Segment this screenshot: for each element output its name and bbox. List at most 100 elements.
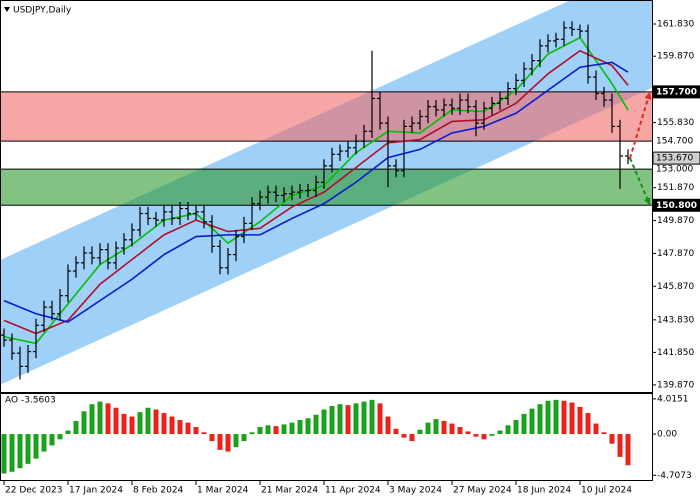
ao-bar <box>169 416 175 435</box>
ao-bar <box>385 416 391 435</box>
level-label: 153.670 <box>656 154 693 164</box>
arrow-head <box>644 91 652 100</box>
ao-bar <box>337 404 343 435</box>
x-tick-label: 11 Apr 2024 <box>325 486 381 496</box>
price-panel <box>0 0 652 385</box>
ao-bar <box>401 434 407 438</box>
ao-bar <box>41 434 47 452</box>
ao-bar <box>361 401 367 435</box>
ao-bar <box>129 416 135 435</box>
ao-frame <box>0 393 653 481</box>
ao-bar <box>545 400 551 435</box>
moving-average <box>3 49 629 335</box>
ao-bar <box>105 403 111 435</box>
ao-bar <box>281 424 287 435</box>
arrow-head <box>643 197 651 206</box>
ao-bar <box>513 420 519 435</box>
x-tick-label: 21 Mar 2024 <box>261 486 318 496</box>
ao-bar <box>113 407 119 435</box>
ao-bar <box>601 432 607 435</box>
chart-title: USDJPY,Daily <box>13 6 72 16</box>
ao-bar <box>529 408 535 435</box>
y-tick-label: 159.870 <box>657 52 694 62</box>
y-tick-label: -4.7073 <box>657 471 692 481</box>
y-tick-label: 161.830 <box>657 19 694 29</box>
ao-bar <box>377 403 383 435</box>
y-tick-label: 145.870 <box>657 282 694 292</box>
level-label: 153.000 <box>656 165 693 175</box>
ao-bar <box>297 420 303 435</box>
ao-bar <box>505 425 511 435</box>
ao-bar <box>329 406 335 435</box>
ao-bar <box>225 434 231 452</box>
x-tick-label: 22 Dec 2023 <box>5 486 63 496</box>
ao-bar <box>249 432 255 435</box>
ao-bar <box>481 434 487 440</box>
ao-bar <box>57 434 63 440</box>
ao-bar <box>561 400 567 435</box>
ao-bar <box>33 434 39 459</box>
ao-bar <box>441 420 447 435</box>
ao-bar <box>345 405 351 435</box>
ao-bar <box>537 404 543 435</box>
ao-bar <box>353 403 359 435</box>
ao-panel <box>1 399 631 474</box>
ao-bar <box>145 407 151 435</box>
x-tick-label: 3 May 2024 <box>389 486 442 496</box>
ao-bar <box>433 419 439 435</box>
ao-bar <box>393 428 399 435</box>
x-tick-label: 10 Jul 2024 <box>581 486 632 496</box>
ao-bar <box>153 409 159 435</box>
y-tick-label: 151.870 <box>657 183 694 193</box>
ao-bar <box>465 431 471 435</box>
x-tick-label: 27 May 2024 <box>453 486 512 496</box>
price-frame <box>0 0 653 393</box>
zone <box>0 91 652 142</box>
y-tick-label: 4.0151 <box>657 394 689 404</box>
ao-bar <box>9 434 15 472</box>
ao-bar <box>17 434 23 469</box>
y-tick-label: 143.830 <box>657 315 694 325</box>
x-tick-label: 17 Jan 2024 <box>69 486 123 496</box>
moving-average <box>3 61 629 323</box>
ao-bar <box>321 409 327 435</box>
level-label: 157.700 <box>656 87 697 97</box>
ao-bar <box>137 412 143 435</box>
ao-bar <box>185 422 191 435</box>
ao-bar <box>457 427 463 435</box>
ao-bar <box>625 434 631 466</box>
ao-bar <box>89 404 95 435</box>
ao-bar <box>217 434 223 450</box>
ao-bar <box>585 413 591 435</box>
x-tick-label: 8 Feb 2024 <box>133 486 184 496</box>
ao-bar <box>497 430 503 435</box>
ao-bar <box>449 423 455 435</box>
ao-bar <box>409 434 415 442</box>
ao-bar <box>81 411 87 435</box>
ao-bar <box>201 432 207 435</box>
ao-bar <box>569 402 575 435</box>
ao-bar <box>265 425 271 435</box>
level-label-box <box>653 163 700 176</box>
y-tick-label: 141.850 <box>657 348 694 358</box>
y-tick-label: 147.870 <box>657 249 694 259</box>
y-tick-label: 139.870 <box>657 380 694 390</box>
level-label-box <box>653 135 700 148</box>
ao-bar <box>289 422 295 435</box>
ao-bar <box>65 430 71 435</box>
ao-bar <box>121 413 127 435</box>
ao-bar <box>473 434 479 437</box>
ao-bar <box>553 399 559 435</box>
level-label: 150.800 <box>656 201 697 211</box>
ao-bar <box>425 422 431 435</box>
ao-bar <box>417 429 423 435</box>
ao-bar <box>577 406 583 435</box>
ao-bar <box>313 414 319 435</box>
forecast-arrow <box>629 91 651 159</box>
y-tick-label: 155.830 <box>657 118 694 128</box>
ao-bar <box>273 426 279 435</box>
ao-bar <box>49 434 55 446</box>
ao-bar <box>97 401 103 435</box>
ao-bar <box>369 399 375 435</box>
